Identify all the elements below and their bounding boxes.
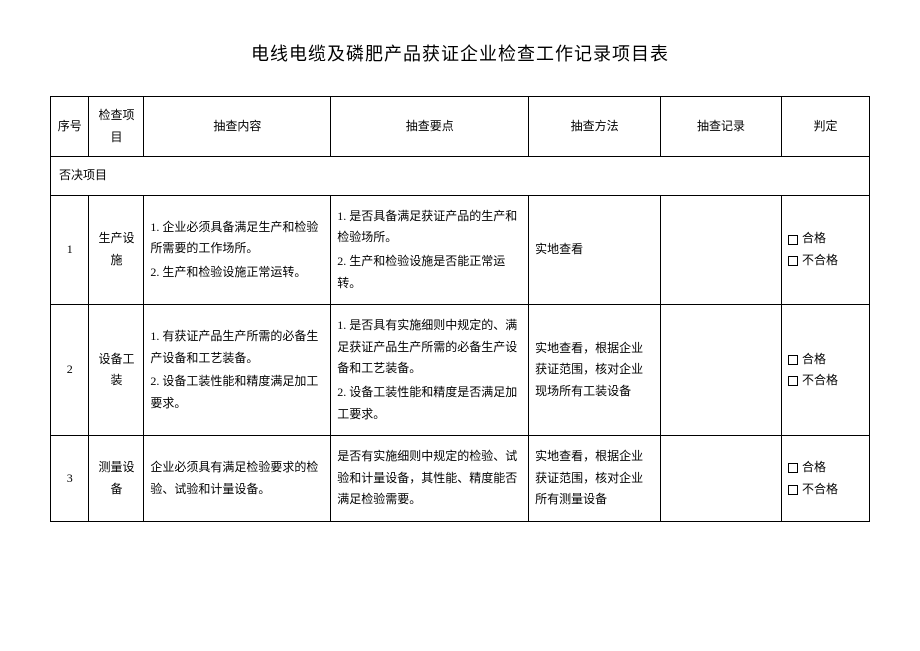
page-title: 电线电缆及磷肥产品获证企业检查工作记录项目表 [50,40,870,66]
points-line: 2. 生产和检验设施是否能正常运转。 [337,251,522,294]
cell-judge: 合格 不合格 [782,195,870,304]
header-judge: 判定 [782,97,870,157]
header-method: 抽查方法 [529,97,661,157]
checkbox-icon [788,485,798,495]
header-content: 抽查内容 [144,97,331,157]
table-header-row: 序号 检查项目 抽查内容 抽查要点 抽查方法 抽查记录 判定 [51,97,870,157]
cell-item: 生产设施 [89,195,144,304]
judge-fail-option: 不合格 [788,479,863,501]
table-row: 1 生产设施 1. 企业必须具备满足生产和检验所需要的工作场所。 2. 生产和检… [51,195,870,304]
cell-content: 1. 企业必须具备满足生产和检验所需要的工作场所。 2. 生产和检验设施正常运转… [144,195,331,304]
section-row: 否决项目 [51,157,870,196]
header-item: 检查项目 [89,97,144,157]
table-row: 3 测量设备 企业必须具有满足检验要求的检验、试验和计量设备。 是否有实施细则中… [51,436,870,522]
content-line: 2. 设备工装性能和精度满足加工要求。 [150,371,324,414]
cell-method: 实地查看 [529,195,661,304]
judge-pass-label: 合格 [802,460,826,474]
judge-fail-label: 不合格 [802,373,838,387]
cell-method: 实地查看，根据企业获证范围，核对企业所有测量设备 [529,436,661,522]
checkbox-icon [788,376,798,386]
judge-pass-label: 合格 [802,352,826,366]
header-seq: 序号 [51,97,89,157]
content-line: 2. 生产和检验设施正常运转。 [150,262,324,284]
content-line: 1. 企业必须具备满足生产和检验所需要的工作场所。 [150,217,324,260]
inspection-table: 序号 检查项目 抽查内容 抽查要点 抽查方法 抽查记录 判定 否决项目 1 生产… [50,96,870,522]
judge-pass-option: 合格 [788,228,863,250]
cell-item: 设备工装 [89,305,144,436]
cell-content: 企业必须具有满足检验要求的检验、试验和计量设备。 [144,436,331,522]
points-line: 1. 是否具有实施细则中规定的、满足获证产品生产所需的必备生产设备和工艺装备。 [337,315,522,380]
judge-fail-option: 不合格 [788,250,863,272]
checkbox-icon [788,355,798,365]
cell-seq: 3 [51,436,89,522]
checkbox-icon [788,235,798,245]
checkbox-icon [788,463,798,473]
cell-points: 1. 是否具有实施细则中规定的、满足获证产品生产所需的必备生产设备和工艺装备。 … [331,305,529,436]
judge-fail-option: 不合格 [788,370,863,392]
judge-fail-label: 不合格 [802,253,838,267]
header-record: 抽查记录 [661,97,782,157]
cell-content: 1. 有获证产品生产所需的必备生产设备和工艺装备。 2. 设备工装性能和精度满足… [144,305,331,436]
judge-pass-option: 合格 [788,457,863,479]
judge-pass-label: 合格 [802,231,826,245]
cell-seq: 2 [51,305,89,436]
checkbox-icon [788,256,798,266]
cell-points: 1. 是否具备满足获证产品的生产和检验场所。 2. 生产和检验设施是否能正常运转… [331,195,529,304]
judge-fail-label: 不合格 [802,482,838,496]
cell-seq: 1 [51,195,89,304]
cell-points: 是否有实施细则中规定的检验、试验和计量设备，其性能、精度能否满足检验需要。 [331,436,529,522]
cell-record [661,436,782,522]
table-row: 2 设备工装 1. 有获证产品生产所需的必备生产设备和工艺装备。 2. 设备工装… [51,305,870,436]
cell-judge: 合格 不合格 [782,436,870,522]
header-points: 抽查要点 [331,97,529,157]
judge-pass-option: 合格 [788,349,863,371]
cell-record [661,305,782,436]
points-line: 2. 设备工装性能和精度是否满足加工要求。 [337,382,522,425]
content-line: 1. 有获证产品生产所需的必备生产设备和工艺装备。 [150,326,324,369]
cell-record [661,195,782,304]
section-header: 否决项目 [51,157,870,196]
cell-judge: 合格 不合格 [782,305,870,436]
cell-item: 测量设备 [89,436,144,522]
points-line: 是否有实施细则中规定的检验、试验和计量设备，其性能、精度能否满足检验需要。 [337,446,522,511]
content-line: 企业必须具有满足检验要求的检验、试验和计量设备。 [150,457,324,500]
points-line: 1. 是否具备满足获证产品的生产和检验场所。 [337,206,522,249]
cell-method: 实地查看，根据企业获证范围，核对企业现场所有工装设备 [529,305,661,436]
